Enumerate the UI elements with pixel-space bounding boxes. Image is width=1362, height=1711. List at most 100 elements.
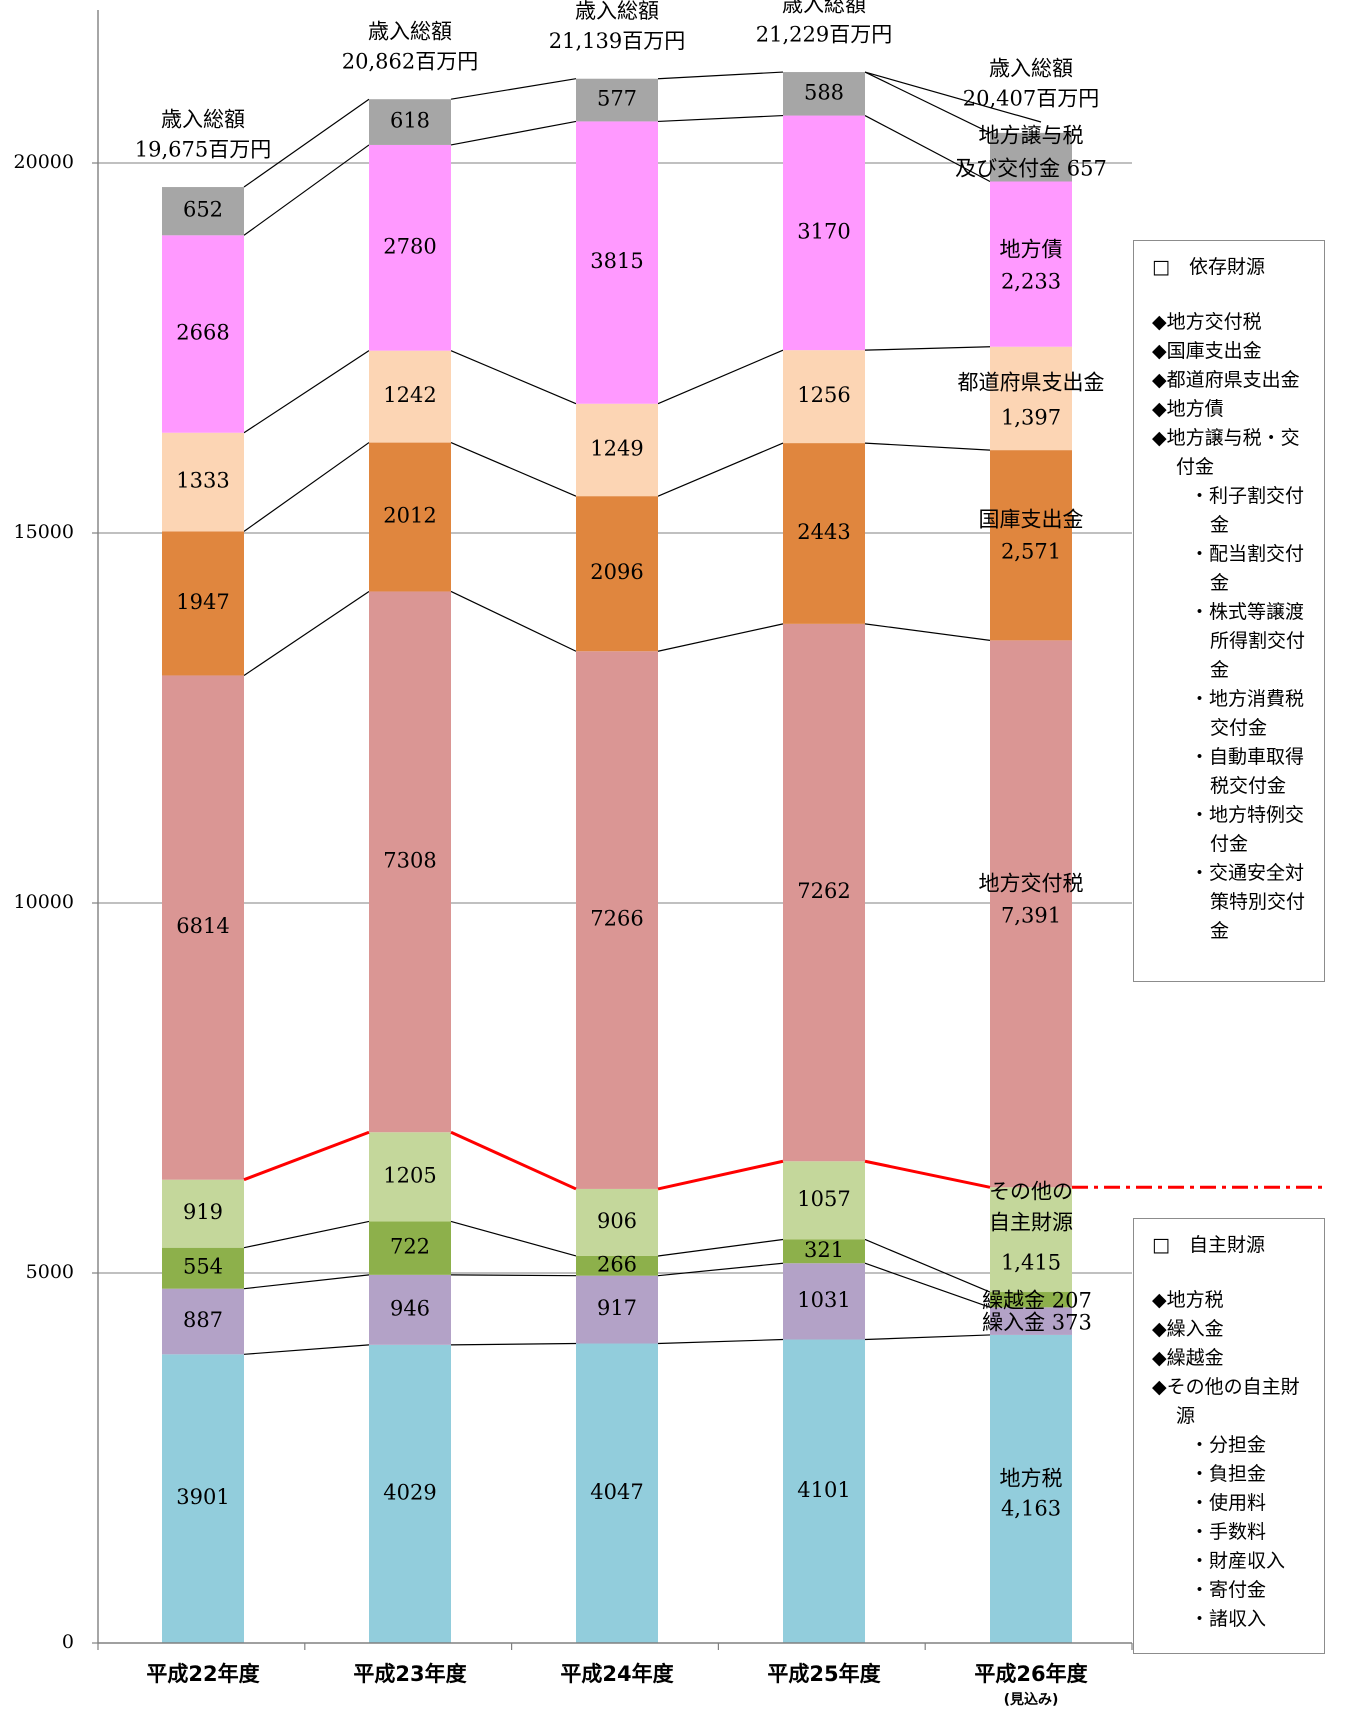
axes: 0 5000 10000 15000 20000 平成22年度 平成23年度 平成24年度 平成… (14, 10, 1133, 1708)
data-label: 3170 (797, 219, 850, 243)
divider-line (864, 1159, 991, 1189)
bar-segment (783, 1263, 865, 1340)
connector-line (243, 590, 370, 676)
legend-item: ・利子割交付金 (1190, 485, 1305, 536)
x-tick-label: 平成24年度 (560, 1662, 673, 1686)
bar-segment (783, 72, 865, 116)
last-bar-label: 4,163 (1001, 1497, 1061, 1521)
legend-item: ◆繰越金 (1152, 1347, 1224, 1369)
bar-segment (369, 1221, 451, 1275)
legend-item: ◆国庫支出金 (1152, 340, 1262, 362)
connector-line (243, 1220, 370, 1249)
legend-title: □ 依存財源 (1152, 256, 1265, 278)
data-label: 1242 (383, 383, 436, 407)
bar-segment (162, 675, 244, 1180)
bar-segment (990, 181, 1072, 347)
legend-item: ◆地方税 (1152, 1289, 1224, 1311)
data-label: 2096 (590, 560, 643, 584)
legend-item: ◆地方譲与税・交付金 (1152, 427, 1300, 478)
data-label: 4047 (590, 1480, 643, 1504)
bar-segment (369, 1132, 451, 1222)
connector-line (450, 120, 577, 146)
connector-line (864, 1238, 991, 1293)
connector-line (243, 350, 370, 434)
y-tick-label: 5000 (26, 1261, 74, 1283)
bar-segment (576, 1255, 658, 1276)
data-label: 7262 (797, 879, 850, 903)
data-label: 577 (597, 87, 637, 111)
data-label: 722 (390, 1235, 430, 1259)
bar-segment (162, 1288, 244, 1355)
bar-segment (576, 1188, 658, 1256)
last-bar-label: 2,571 (1001, 540, 1061, 564)
legend-item: ・分担金 (1190, 1434, 1267, 1456)
connector-line (657, 1338, 784, 1345)
connector-line (864, 442, 991, 451)
legend-item: ・株式等譲渡所得割交付金 (1190, 601, 1306, 681)
connector-line (243, 1344, 370, 1355)
last-bar-label: 都道府県支出金 (958, 371, 1105, 395)
connector-line (864, 71, 1042, 123)
last-bar-label: 地方交付税 (979, 872, 1084, 896)
legend-item: ◆都道府県支出金 (1152, 369, 1300, 391)
connector-line (657, 114, 784, 123)
legend-item: ・使用料 (1190, 1492, 1267, 1514)
connector-line (864, 623, 991, 641)
last-bar-label: その他の (989, 1180, 1073, 1204)
last-bar-label: 繰越金 207 (982, 1289, 1092, 1313)
last-bar-label: 地方債 (1000, 238, 1063, 262)
legend-item: ◆その他の自主財源 (1152, 1376, 1300, 1427)
legend-item: ・交通安全対策特別交付金 (1190, 862, 1306, 942)
divider-line (450, 1130, 577, 1191)
bar-segment (783, 350, 865, 444)
bar-segment (369, 1344, 451, 1643)
y-tick-label: 20000 (14, 151, 74, 173)
total-label: 19,675百万円 (135, 138, 271, 162)
connector-line (450, 442, 577, 497)
legend-item: ・財産収入 (1190, 1550, 1286, 1572)
bar-segment (990, 346, 1072, 451)
data-label: 321 (804, 1238, 844, 1262)
connector-line (243, 442, 370, 532)
total-label: 歳入総額 (368, 20, 452, 44)
data-label: 917 (597, 1296, 637, 1320)
total-label: 21,139百万円 (549, 29, 685, 53)
data-label: 906 (597, 1209, 637, 1233)
data-label: 2780 (383, 234, 436, 258)
total-label: 歳入総額 (161, 108, 245, 132)
data-label: 3815 (590, 249, 643, 273)
data-label: 2443 (797, 520, 850, 544)
data-label: 6814 (176, 914, 229, 938)
legend-items: ◆地方交付税 ◆国庫支出金 ◆都道府県支出金 ◆地方債 ◆地方譲与税・交付金 ・利子割交付… (1134, 308, 1324, 946)
last-bar-label: 自主財源 (989, 1211, 1073, 1235)
connector-line (657, 349, 784, 405)
data-labels: 3901 887 554 919 6814 1947 1333 2668 652 4029 946 7… (135, 0, 1107, 1521)
bar-segment (576, 1275, 658, 1344)
bar-segment (369, 99, 451, 145)
connector-line (864, 1334, 991, 1341)
bar-segment (369, 144, 451, 351)
last-bar-label: 1,415 (1001, 1251, 1061, 1275)
data-label: 1205 (383, 1163, 436, 1187)
data-label: 1947 (176, 590, 229, 614)
last-bar-label: 及び交付金 657 (955, 157, 1107, 181)
last-bar-label: 2,233 (1001, 270, 1061, 294)
legend-item: ・配当割交付金 (1190, 543, 1305, 594)
last-bar-label: 1,397 (1001, 406, 1061, 430)
last-bar-label: 地方譲与税 (979, 124, 1084, 148)
bar-segment (783, 1161, 865, 1240)
bar-segment (162, 1247, 244, 1289)
data-label: 618 (390, 109, 430, 133)
data-label: 266 (597, 1252, 637, 1276)
connector-line (450, 1220, 577, 1257)
bar-segment (162, 187, 244, 236)
x-tick-label: 平成25年度 (767, 1662, 880, 1686)
bar-segment (576, 78, 658, 122)
last-bar-label: 地方税 (1000, 1467, 1063, 1491)
bar-segment (162, 1179, 244, 1248)
total-label: 20,862百万円 (342, 50, 478, 74)
bar-segment (990, 1187, 1072, 1293)
last-bar-label: 7,391 (1001, 904, 1061, 928)
bar-segment (576, 1343, 658, 1643)
bar-segment (783, 623, 865, 1162)
